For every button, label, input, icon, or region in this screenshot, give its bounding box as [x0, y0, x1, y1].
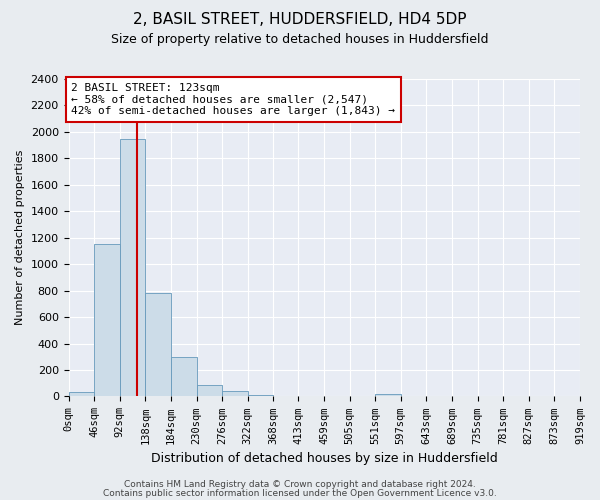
- Text: Contains public sector information licensed under the Open Government Licence v3: Contains public sector information licen…: [103, 488, 497, 498]
- Bar: [120, 138, 145, 396]
- Text: 2 BASIL STREET: 123sqm
← 58% of detached houses are smaller (2,547)
42% of semi-: 2 BASIL STREET: 123sqm ← 58% of detached…: [71, 83, 395, 116]
- X-axis label: Distribution of detached houses by size in Huddersfield: Distribution of detached houses by size …: [151, 452, 497, 465]
- Bar: [145, 294, 171, 397]
- Bar: [68, 392, 94, 396]
- Text: 2, BASIL STREET, HUDDERSFIELD, HD4 5DP: 2, BASIL STREET, HUDDERSFIELD, HD4 5DP: [133, 12, 467, 28]
- Text: Contains HM Land Registry data © Crown copyright and database right 2024.: Contains HM Land Registry data © Crown c…: [124, 480, 476, 489]
- Bar: [222, 391, 248, 396]
- Text: Size of property relative to detached houses in Huddersfield: Size of property relative to detached ho…: [111, 32, 489, 46]
- Bar: [171, 357, 197, 397]
- Bar: [248, 395, 274, 396]
- Y-axis label: Number of detached properties: Number of detached properties: [15, 150, 25, 326]
- Bar: [94, 244, 120, 396]
- Bar: [197, 384, 222, 396]
- Bar: [375, 394, 401, 396]
